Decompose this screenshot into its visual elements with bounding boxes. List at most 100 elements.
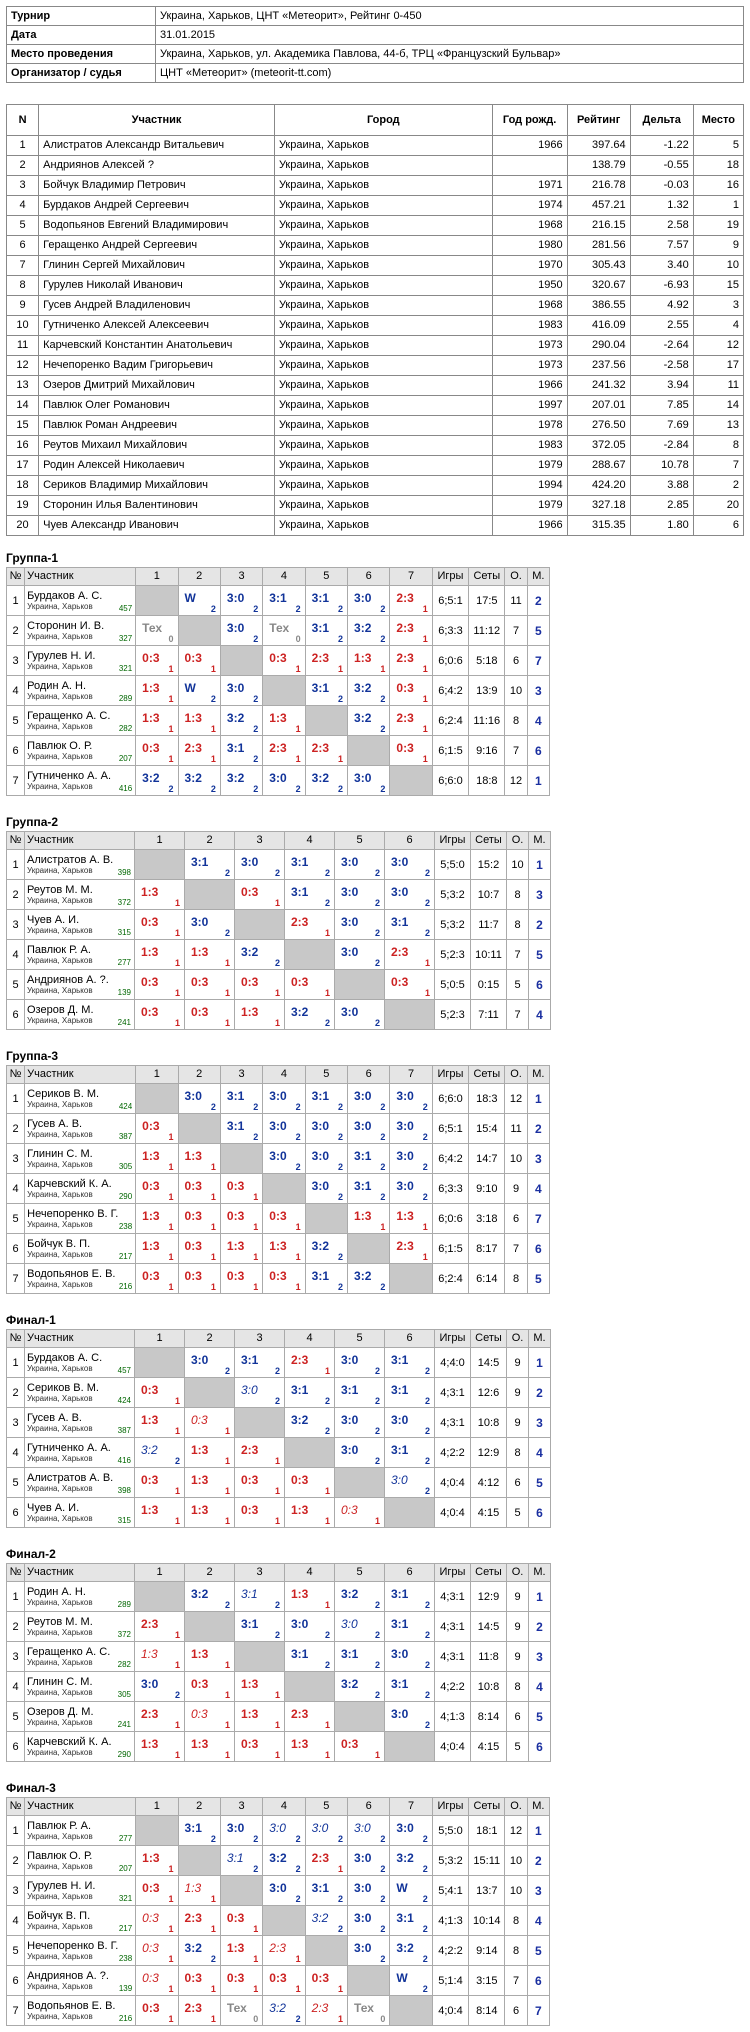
group-player-rating: 277 (117, 958, 131, 967)
group-sets: 8:14 (468, 1995, 506, 2026)
match-points: 1 (274, 1018, 280, 1028)
match-score-value: 2:3 (291, 915, 309, 929)
match-points: 2 (374, 898, 380, 908)
group-player-city: Украина, Харьков (27, 1454, 93, 1463)
group-table: № Участник 1 2 3 4 5 6 Игры Сеты О. М. 1 Алистратов А… (6, 831, 551, 1030)
match-points: 2 (374, 958, 380, 968)
self-match-cell (234, 1641, 285, 1672)
group-header-num: № (5, 567, 26, 586)
group-player: Озеров Д. М. Украина, Харьков 241 (24, 999, 135, 1030)
match-points: 2 (253, 634, 259, 644)
match-points: 1 (295, 664, 301, 674)
group-points: 5 (506, 969, 529, 1000)
match-points: 1 (338, 1864, 344, 1874)
group-header-sets: Сеты (468, 1797, 506, 1816)
match-score-value: 3:0 (341, 855, 359, 869)
match-score: 2:3 1 (392, 617, 429, 645)
group-header-row: № Участник 1 2 3 4 5 6 7 Игры Сеты О. М. (5, 1065, 551, 1084)
group-player: Сериков В. М. Украина, Харьков 424 (24, 1377, 135, 1408)
match-score-value: 2:3 (396, 591, 414, 605)
match-points: 2 (424, 1600, 430, 1610)
match-score-value: 1:3 (141, 1413, 159, 1427)
player-cell: 7 (5, 255, 40, 276)
match-score: 3:2 2 (350, 707, 387, 735)
match-cell: 3:1 2 (384, 1347, 435, 1378)
match-score: 0:3 1 (137, 1469, 182, 1497)
group-row-num: 4 (5, 1905, 26, 1936)
player-cell: Гурулев Николай Иванович (38, 275, 275, 296)
player-cell: Сериков Владимир Михайлович (38, 475, 275, 496)
group-player-city: Украина, Харьков (27, 1688, 93, 1697)
match-cell: 0:3 1 (284, 969, 335, 1000)
self-match-cell (389, 765, 433, 796)
group-player: Чуев А. И. Украина, Харьков 315 (24, 909, 135, 940)
group-player: Алистратов А. В. Украина, Харьков 398 (24, 849, 135, 880)
player-cell: 8 (5, 275, 40, 296)
match-cell: 3:1 2 (284, 849, 335, 880)
match-score: 3:0 2 (308, 1817, 345, 1845)
player-cell: Украина, Харьков (273, 215, 493, 236)
match-cell: 0:3 1 (304, 1965, 349, 1996)
group-header-num: № (6, 1329, 25, 1348)
match-points: 2 (422, 1192, 428, 1202)
match-points: 1 (274, 1516, 280, 1526)
match-score: 3:0 2 (187, 1349, 232, 1377)
group-row-num: 3 (6, 1407, 25, 1438)
match-cell: 3:1 2 (347, 1173, 391, 1204)
match-score: 0:3 1 (138, 1877, 175, 1905)
player-cell: 1971 (491, 175, 568, 196)
group-row: 4 Родин А. Н. Украина, Харьков 289 1:3 1 W 2 3:0… (5, 675, 551, 706)
player-cell: 10.78 (629, 455, 694, 476)
match-points: 2 (338, 1132, 344, 1142)
match-score: 3:2 2 (337, 1583, 382, 1611)
group-player-rating: 238 (118, 1222, 133, 1231)
match-cell: 1:3 1 (184, 1437, 235, 1468)
match-points: 1 (168, 724, 174, 734)
match-score: 1:3 1 (237, 1703, 282, 1731)
group-row-num: 5 (5, 705, 26, 736)
match-points: 2 (295, 2014, 301, 2024)
match-cell: 3:0 2 (234, 849, 285, 880)
match-points: 1 (174, 1630, 180, 1640)
group-place: 1 (528, 1581, 551, 1612)
group-header-opponent: 4 (284, 831, 335, 850)
match-score: 1:3 1 (223, 1937, 260, 1965)
match-score-value: 3:2 (341, 1587, 359, 1601)
match-points: 1 (210, 1222, 216, 1232)
match-score-value: 3:1 (311, 1089, 330, 1103)
player-cell: Бурдаков Андрей Сергеевич (38, 195, 275, 216)
player-cell: 1983 (491, 315, 568, 336)
group-player: Алистратов А. В. Украина, Харьков 398 (24, 1467, 135, 1498)
match-cell: 0:3 1 (184, 969, 235, 1000)
group-player-name: Реутов М. М. (27, 884, 93, 896)
match-score: 3:1 2 (287, 881, 332, 909)
player-cell: 424.20 (566, 475, 631, 496)
group-row: 3 Глинин С. М. Украина, Харьков 305 1:3 1 1:3 1… (5, 1143, 551, 1174)
match-cell: 1:3 1 (135, 1143, 179, 1174)
group-row: 3 Гурулев Н. И. Украина, Харьков 321 0:3 1 1:3… (5, 1875, 551, 1906)
player-cell: 7.85 (629, 395, 694, 416)
match-score-value: 1:3 (241, 1707, 259, 1721)
match-score-value: 1:3 (142, 1239, 160, 1253)
match-score: 1:3 1 (265, 1235, 302, 1263)
match-cell: 3:0 2 (389, 1173, 433, 1204)
group-row: 5 Нечепоренко В. Г. Украина, Харьков 238 0:3… (5, 1935, 551, 1966)
match-score-value: 3:2 (354, 1269, 372, 1283)
match-score-value: 0:3 (142, 741, 160, 755)
match-cell: 1:3 1 (135, 1233, 179, 1264)
group-player-city: Украина, Харьков (27, 866, 93, 875)
match-score-value: 3:2 (311, 771, 330, 785)
match-score: 3:2 2 (350, 617, 387, 645)
match-cell: 3:1 2 (304, 675, 349, 706)
match-cell: 2:3 1 (389, 1233, 433, 1264)
group-player-rating: 387 (117, 1426, 131, 1435)
match-points: 2 (424, 1366, 430, 1376)
match-points: 1 (174, 1720, 180, 1730)
group-player-city: Украина, Харьков (27, 1484, 93, 1493)
match-score-value: 0:3 (241, 1737, 259, 1751)
match-points: 1 (253, 1192, 259, 1202)
match-points: 1 (295, 1954, 301, 1964)
match-points: 1 (295, 1984, 301, 1994)
group-games: 5;2:3 (434, 999, 471, 1030)
